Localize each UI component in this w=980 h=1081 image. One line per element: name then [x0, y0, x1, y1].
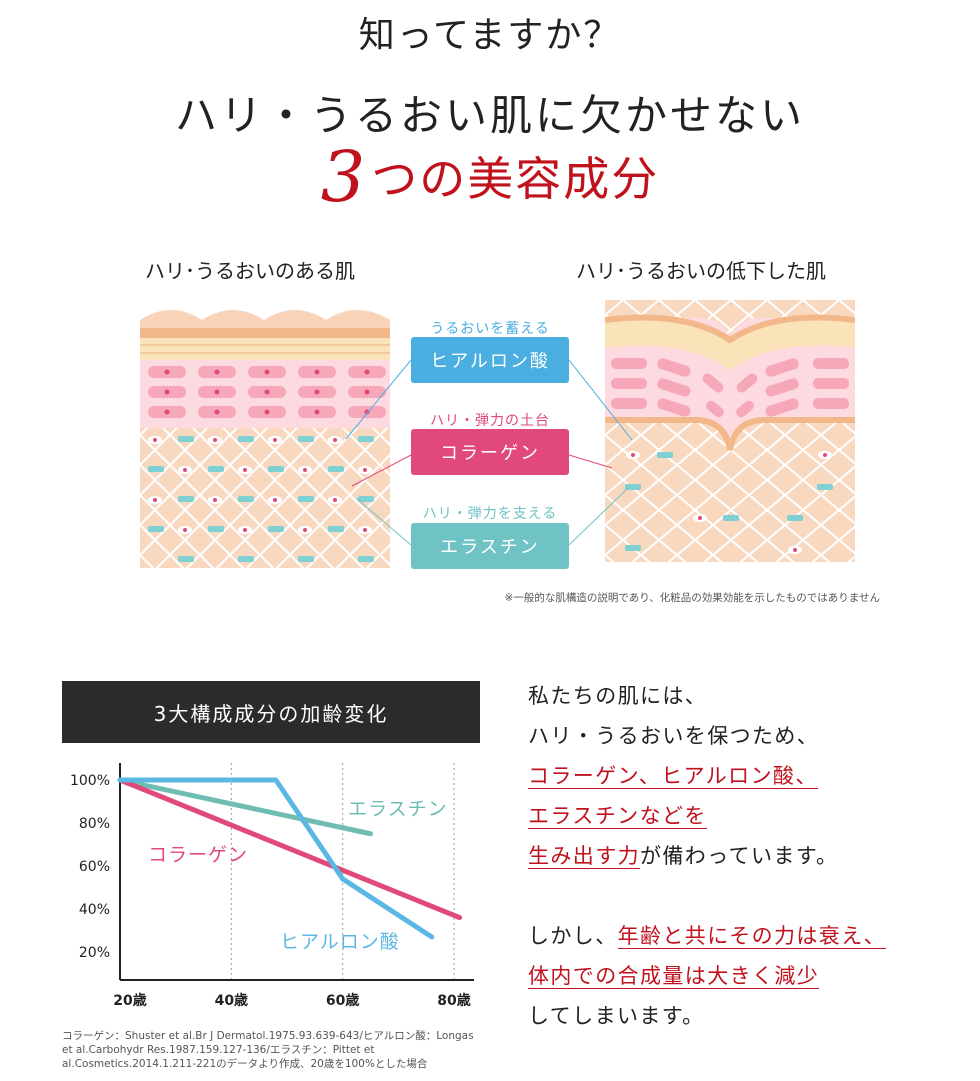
hyaluronic-pill: ヒアルロン酸 [411, 337, 569, 383]
headline-accent-text: つの美容成分 [371, 152, 660, 206]
intro-question: 知ってますか？ [358, 15, 622, 56]
body-line: してしまいます。 [528, 1004, 705, 1028]
body-highlight: コラーゲン、ヒアルロン酸、 [528, 764, 818, 789]
disclaimer-note: ※一般的な肌構造の説明であり、化粧品の効果効能を示したものではありません [504, 592, 880, 604]
y-tick-label: 20% [79, 945, 110, 961]
body-highlight: エラスチンなどを [528, 804, 707, 829]
healthy-skin-illustration [140, 310, 390, 568]
body-highlight: 年齢と共にその力は衰え、 [617, 924, 886, 949]
y-tick-label: 40% [79, 902, 110, 918]
series-label: エラスチン [348, 798, 448, 820]
y-tick-label: 100% [70, 773, 110, 789]
series-line [117, 777, 373, 837]
headline-number: 3 [320, 136, 368, 218]
body-line: しかし、 [528, 924, 618, 948]
body-line: ハリ・うるおいを保つため、 [528, 724, 820, 748]
aged-skin-label: ハリ･うるおいの低下した肌 [576, 259, 826, 283]
collagen-pill: コラーゲン [411, 429, 569, 475]
x-tick-label: 60歳 [326, 992, 359, 1009]
x-tick-label: 20歳 [113, 992, 146, 1009]
headline: ハリ・うるおい肌に欠かせない [174, 91, 805, 140]
chart-title: 3大構成成分の加齢変化 [62, 681, 480, 743]
explanation-text: 私たちの肌には、 ハリ・うるおいを保つため、 コラーゲン、ヒアルロン酸、 エラス… [528, 676, 948, 1036]
y-tick-label: 60% [79, 859, 110, 875]
series-label: ヒアルロン酸 [280, 931, 400, 953]
elastin-caption: ハリ・弾力を支える [422, 506, 558, 522]
headline-accent: 3つの美容成分 [0, 136, 980, 218]
aging-line-chart: 100% 80% 60% 40% 20% 20歳 40歳 60歳 80歳 エラスチンコラーゲンヒア… [70, 763, 474, 1009]
aged-skin-illustration [605, 300, 855, 562]
body-line: 私たちの肌には、 [528, 684, 708, 708]
x-tick-label: 40歳 [215, 992, 248, 1009]
reference-citation: コラーゲン：Shuster et al.Br J Dermatol.1975.9… [62, 1030, 474, 1070]
elastin-pill: エラスチン [411, 523, 569, 569]
series-line [117, 777, 463, 921]
healthy-skin-label: ハリ･うるおいのある肌 [145, 259, 355, 283]
y-tick-label: 80% [79, 816, 110, 832]
x-tick-label: 80歳 [437, 992, 470, 1009]
body-line: が備わっています。 [640, 844, 839, 868]
collagen-caption: ハリ・弾力の土台 [430, 413, 550, 429]
series-line [117, 777, 435, 940]
connector-lines [345, 359, 633, 546]
hyaluronic-caption: うるおいを蓄える [430, 321, 550, 337]
series-label: コラーゲン [148, 844, 248, 866]
body-highlight: 生み出す力 [528, 844, 640, 869]
body-highlight: 体内での合成量は大きく減少 [528, 964, 820, 989]
